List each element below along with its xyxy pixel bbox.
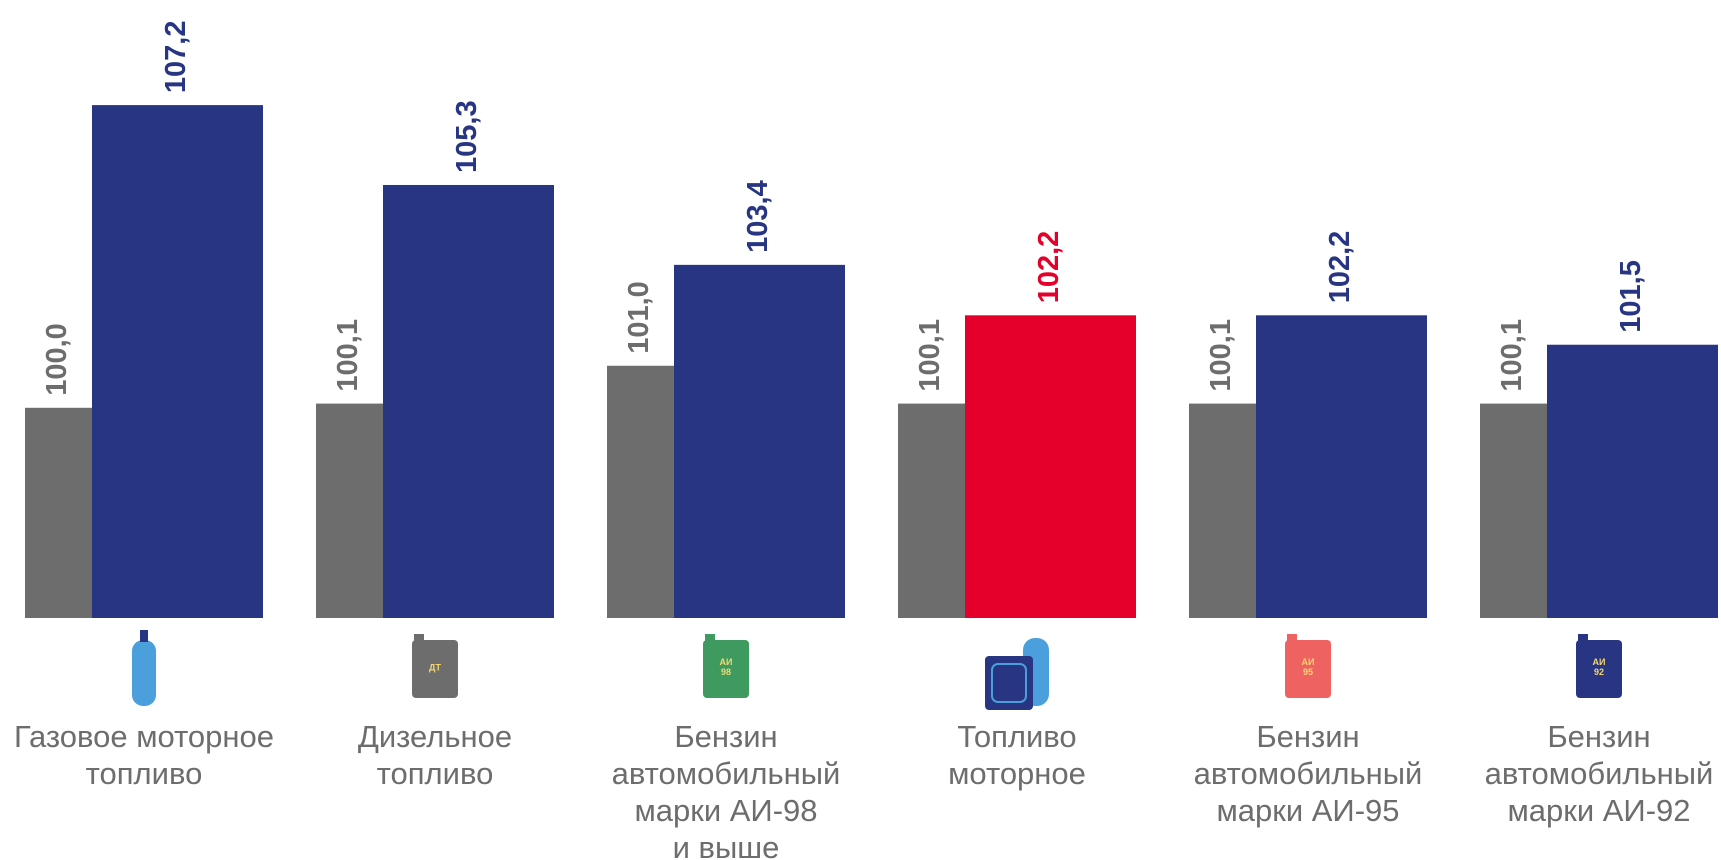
bar <box>1256 315 1427 618</box>
bar <box>92 105 263 618</box>
category-label: Бензин автомобильный марки АИ-92 <box>1484 719 1714 828</box>
value-label: 102,2 <box>1033 231 1065 304</box>
value-label: 105,3 <box>451 100 483 173</box>
value-label: 102,2 <box>1324 231 1356 304</box>
bar <box>1480 403 1547 618</box>
bar <box>965 315 1136 618</box>
fuel-icon <box>985 638 1049 710</box>
value-label: 101,0 <box>623 281 655 354</box>
valve <box>140 630 148 642</box>
icon-label: ДТ <box>429 662 441 672</box>
value-label: 100,1 <box>332 319 364 392</box>
canister <box>703 640 749 698</box>
bar <box>383 184 554 618</box>
bar <box>1189 403 1256 618</box>
value-label: 100,0 <box>41 323 73 396</box>
fuel-icon: АИ 98 <box>703 634 749 698</box>
value-label: 107,2 <box>160 21 192 94</box>
category-label: Дизельное топливо <box>357 719 513 791</box>
canister <box>985 656 1033 710</box>
value-label: 103,4 <box>742 180 774 253</box>
category-label: Топливо моторное <box>948 719 1086 791</box>
bar <box>1547 344 1718 618</box>
fuel-icon <box>132 630 156 706</box>
canister <box>412 640 458 698</box>
spout <box>414 634 424 642</box>
icon-label: АИ 92 <box>1593 657 1606 677</box>
canister <box>1576 640 1622 698</box>
cylinder <box>132 640 156 706</box>
spout <box>1287 634 1297 642</box>
bar <box>898 403 965 618</box>
fuel-icon: ДТ <box>412 634 458 698</box>
category-label: Газовое моторное топливо <box>13 719 275 791</box>
spout <box>1578 634 1588 642</box>
bar <box>674 264 845 618</box>
bar <box>607 365 674 618</box>
bar <box>316 403 383 618</box>
spout <box>705 634 715 642</box>
category-label: Бензин автомобильный марки АИ-98 и выше <box>611 719 841 860</box>
value-label: 100,1 <box>1205 319 1237 392</box>
canister <box>1285 640 1331 698</box>
value-label: 100,1 <box>1496 319 1528 392</box>
canister-inner <box>991 663 1027 703</box>
fuel-icon: АИ 92 <box>1576 634 1622 698</box>
icon-label: АИ 98 <box>720 657 733 677</box>
fuel-icon: АИ 95 <box>1285 634 1331 698</box>
icon-label: АИ 95 <box>1302 657 1315 677</box>
value-label: 100,1 <box>914 319 946 392</box>
bar <box>25 407 92 618</box>
category-label: Бензин автомобильный марки АИ-95 <box>1193 719 1423 828</box>
value-label: 101,5 <box>1615 260 1647 333</box>
